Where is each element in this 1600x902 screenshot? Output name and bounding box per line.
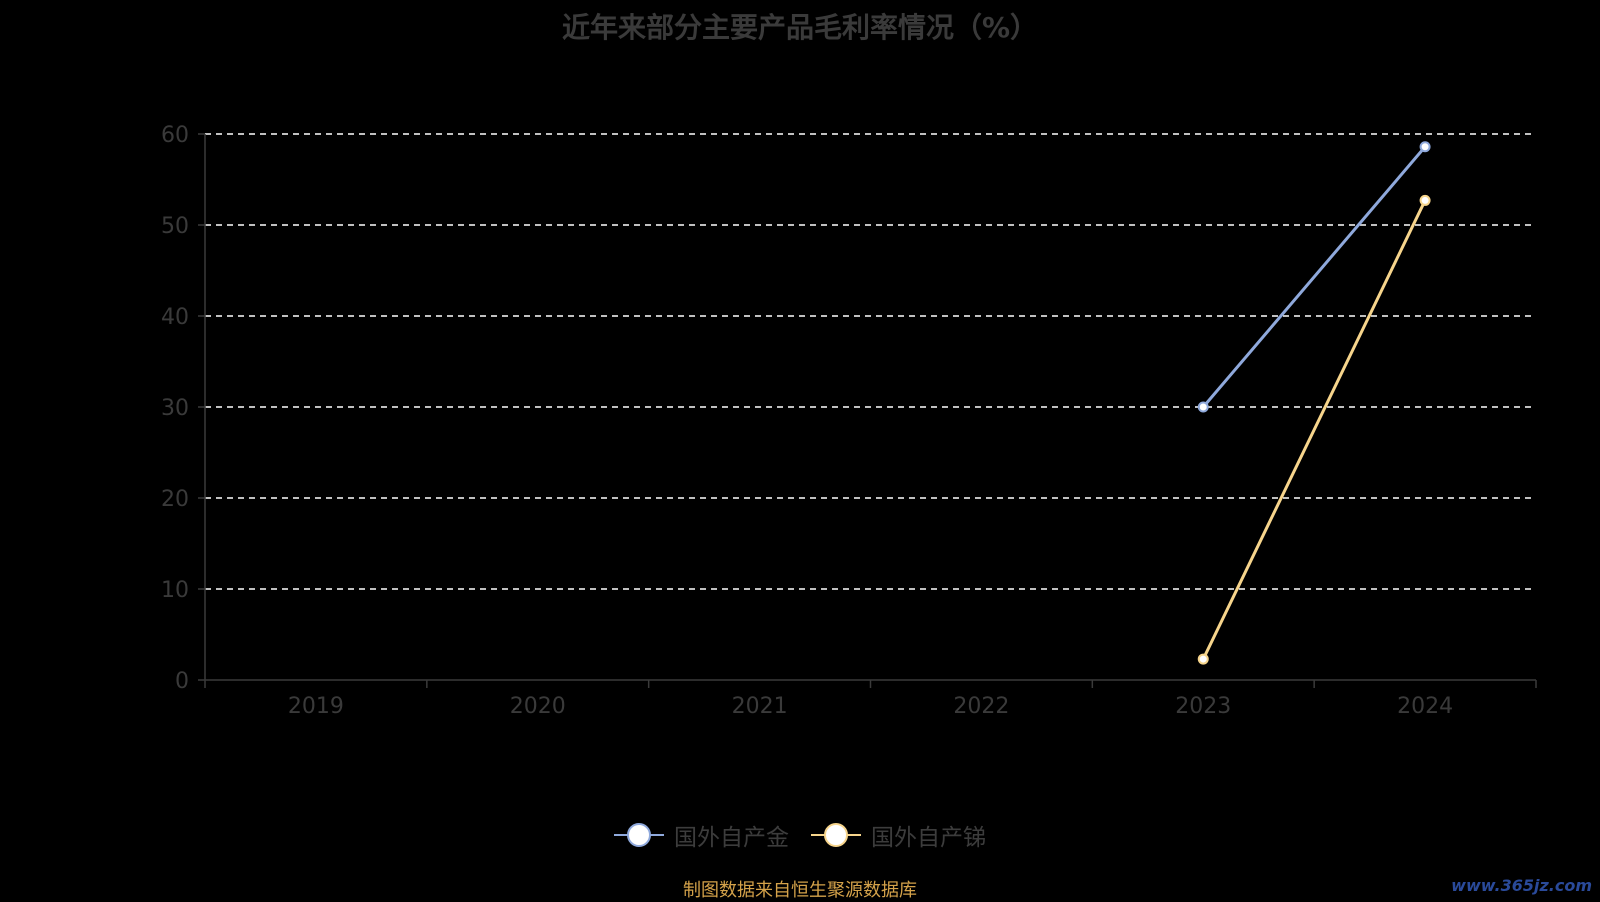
data-point-1: [1419, 194, 1431, 206]
data-point-1: [1197, 653, 1209, 665]
y-tick-label: 40: [161, 305, 189, 330]
x-tick-label: 2022: [953, 694, 1009, 719]
legend-item-gold[interactable]: 国外自产金: [614, 818, 789, 852]
legend-item-antimony[interactable]: 国外自产锑: [811, 818, 986, 852]
watermark: www.365jz.com: [1451, 876, 1592, 895]
legend-gold-label: 国外自产金: [674, 825, 789, 851]
y-tick-label: 20: [161, 487, 189, 512]
data-point-0: [1419, 141, 1431, 153]
y-tick-label: 30: [161, 396, 189, 421]
y-tick-label: 0: [175, 669, 189, 694]
axes: [198, 133, 1537, 688]
x-tick-label: 2020: [510, 694, 566, 719]
series-line-1: [1201, 199, 1427, 660]
data-point-0: [1197, 401, 1209, 413]
legend-antimony-marker: [811, 823, 861, 847]
legend-antimony-label: 国外自产锑: [871, 825, 986, 851]
tick-labels: 0 10 20 30 40 50 60 2019 2020 2021 2022 2023 2024: [161, 123, 1453, 719]
series-line-0: [1202, 145, 1427, 408]
x-tick-label: 2019: [288, 694, 344, 719]
series-lines: [1197, 141, 1431, 665]
chart-title: 近年来部分主要产品毛利率情况（%）: [561, 11, 1039, 44]
y-tick-label: 50: [161, 214, 189, 239]
x-tick-label: 2021: [732, 694, 788, 719]
legend-gold-marker: [614, 823, 664, 847]
y-tick-label: 10: [161, 578, 189, 603]
source-note: 制图数据来自恒生聚源数据库: [683, 880, 917, 901]
grid-lines: [205, 133, 1536, 590]
y-tick-label: 60: [161, 123, 189, 148]
x-tick-label: 2023: [1175, 694, 1231, 719]
x-tick-label: 2024: [1397, 694, 1453, 719]
legend: 国外自产金 国外自产锑: [0, 818, 1600, 852]
